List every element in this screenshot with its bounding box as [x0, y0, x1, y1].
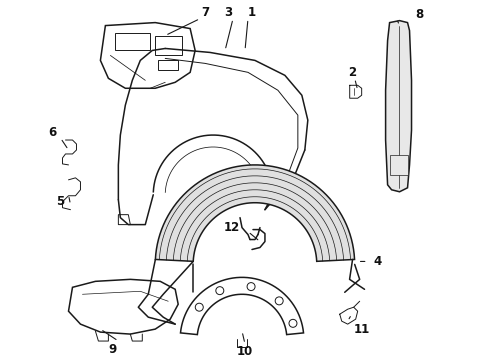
Polygon shape — [386, 21, 412, 192]
Text: 7: 7 — [201, 6, 209, 19]
Text: 6: 6 — [49, 126, 57, 139]
Text: 8: 8 — [416, 8, 424, 21]
Text: 1: 1 — [248, 6, 256, 19]
Text: 9: 9 — [108, 342, 117, 356]
Polygon shape — [390, 155, 408, 175]
Text: 12: 12 — [224, 221, 240, 234]
Text: 4: 4 — [373, 255, 382, 268]
Text: 11: 11 — [354, 323, 370, 336]
Text: 2: 2 — [347, 66, 356, 79]
Text: 10: 10 — [237, 345, 253, 357]
Polygon shape — [155, 165, 355, 261]
Text: 5: 5 — [56, 195, 65, 208]
Text: 3: 3 — [224, 6, 232, 19]
